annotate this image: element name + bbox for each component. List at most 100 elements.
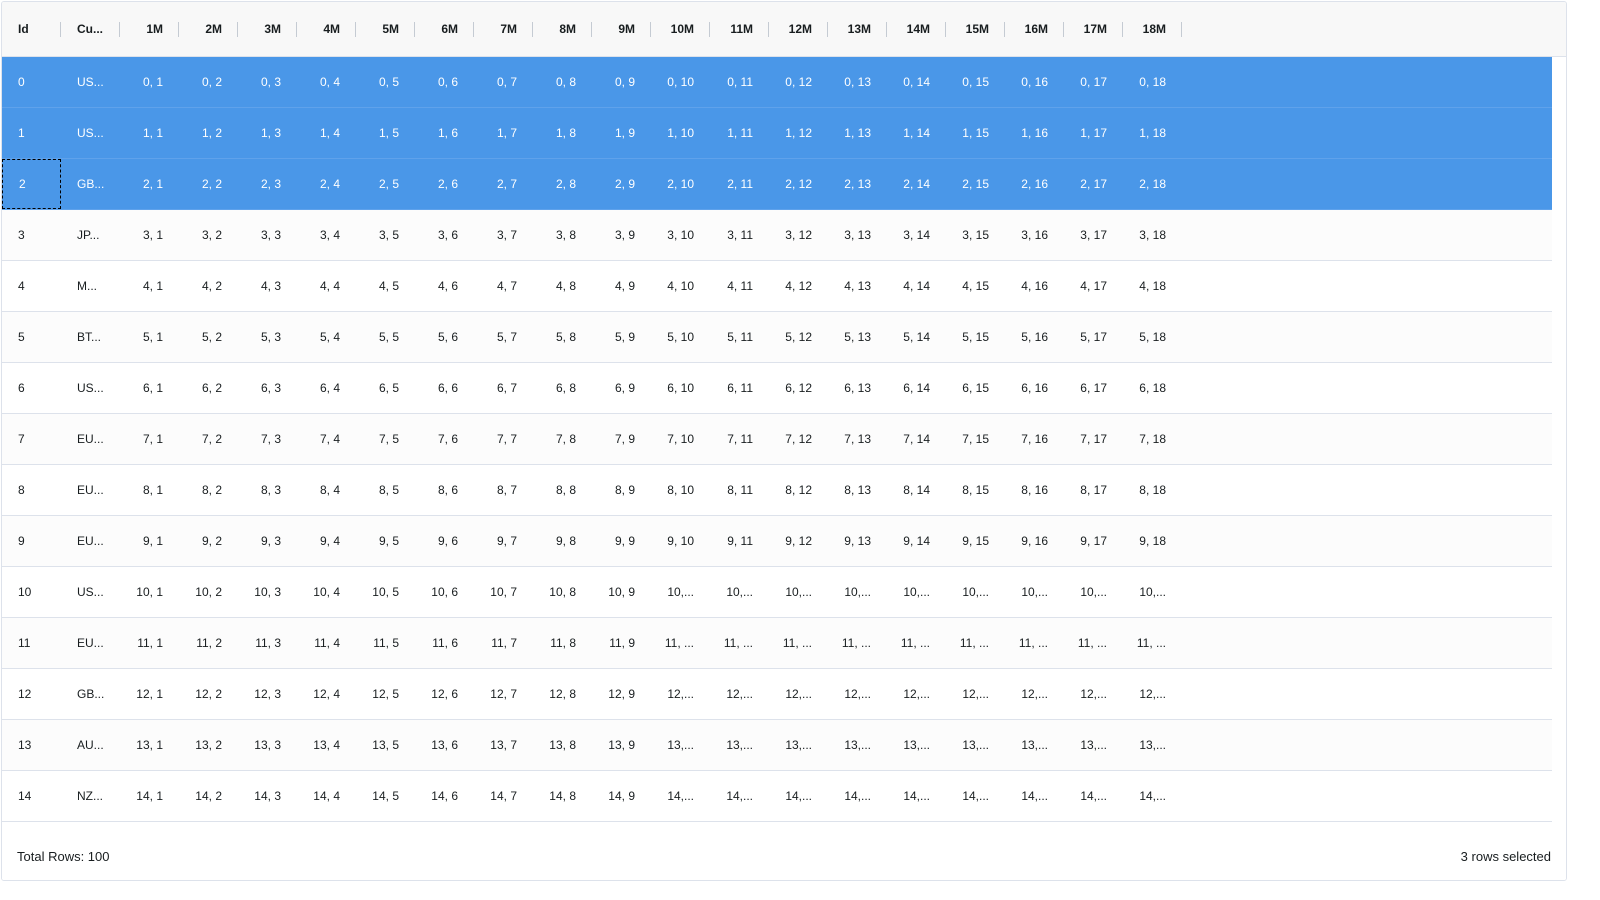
table-cell[interactable]: 10,... [1021,585,1048,599]
table-cell[interactable]: 9, 1 [142,534,163,548]
table-cell[interactable]: 8 [18,483,25,497]
table-cell[interactable]: 11 [18,636,31,650]
column-header-9m[interactable]: 9M [618,22,635,36]
table-cell[interactable]: 8, 1 [142,483,163,497]
table-cell[interactable]: 10, 6 [431,585,458,599]
table-cell[interactable]: 11, ... [841,636,871,650]
table-cell[interactable]: 2, 5 [378,177,399,191]
table-cell[interactable]: 4, 2 [201,279,222,293]
table-cell[interactable]: 7 [18,432,25,446]
table-cell[interactable]: 12, 6 [431,687,458,701]
table-cell[interactable]: 6, 15 [962,381,989,395]
table-cell[interactable]: 11, 6 [432,636,458,650]
table-cell[interactable]: 9, 18 [1139,534,1166,548]
table-cell[interactable]: 3, 4 [319,228,340,242]
table-cell[interactable]: 9, 3 [260,534,281,548]
table-cell[interactable]: 14,... [1139,789,1166,803]
column-header-12m[interactable]: 12M [788,22,812,36]
table-cell[interactable]: 7, 14 [903,432,930,446]
table-cell[interactable]: 12,... [667,687,694,701]
vertical-scrollbar[interactable] [1552,57,1566,837]
table-cell[interactable]: 4, 6 [437,279,458,293]
table-cell[interactable]: 4, 9 [614,279,635,293]
table-cell[interactable]: 12,... [903,687,930,701]
table-cell[interactable]: 12, 7 [490,687,517,701]
table-cell[interactable]: 10,... [962,585,989,599]
table-cell[interactable]: 1, 5 [378,126,399,140]
table-row[interactable]: 5 BT... 5, 1 5, 2 5, 3 5, 4 5, 5 5, 6 5, 7 5, 8 5,… [2,312,1554,363]
table-cell[interactable]: 8, 3 [260,483,281,497]
table-cell[interactable]: 12, 9 [608,687,635,701]
table-cell[interactable]: 0, 9 [614,75,635,89]
table-cell[interactable]: 8, 18 [1139,483,1166,497]
table-cell[interactable]: 1, 14 [903,126,930,140]
table-cell[interactable]: 3, 8 [555,228,576,242]
table-cell[interactable]: 2, 16 [1021,177,1048,191]
table-cell[interactable]: 10, 4 [313,585,340,599]
table-cell[interactable]: 9, 2 [201,534,222,548]
table-cell[interactable]: 5, 4 [319,330,340,344]
table-cell[interactable]: 5, 12 [785,330,812,344]
table-cell[interactable]: 8, 14 [903,483,930,497]
table-cell[interactable]: 12,... [844,687,871,701]
table-cell[interactable]: 10 [18,585,32,599]
table-cell[interactable]: 9, 13 [844,534,871,548]
table-cell[interactable]: 13, 1 [136,738,163,752]
column-header-11m[interactable]: 11M [730,22,753,36]
table-cell[interactable]: 4, 11 [727,279,753,293]
table-cell[interactable]: 14 [18,789,32,803]
table-cell[interactable]: 6, 17 [1080,381,1107,395]
table-cell[interactable]: 0, 6 [437,75,458,89]
table-cell[interactable]: 10,... [844,585,871,599]
table-cell[interactable]: 11, 2 [196,636,222,650]
table-cell[interactable]: BT... [77,330,102,344]
table-cell[interactable]: 13, 5 [372,738,399,752]
table-cell[interactable]: 10,... [785,585,812,599]
table-cell[interactable]: 12,... [785,687,812,701]
table-cell[interactable]: 12,... [1021,687,1048,701]
table-cell[interactable]: 13,... [962,738,989,752]
table-cell[interactable]: 2, 12 [785,177,812,191]
table-cell[interactable]: 1, 8 [555,126,576,140]
table-cell[interactable]: 11, ... [1018,636,1048,650]
table-cell[interactable]: US... [77,381,104,395]
table-cell[interactable]: 11, 4 [314,636,340,650]
table-cell[interactable]: 10,... [667,585,694,599]
table-cell[interactable]: 3, 3 [260,228,281,242]
table-cell[interactable]: 2, 9 [614,177,635,191]
table-cell[interactable]: 14,... [1080,789,1107,803]
table-cell[interactable]: 13,... [844,738,871,752]
column-resize-handle[interactable] [473,22,474,37]
table-cell[interactable]: 11, 5 [373,636,399,650]
table-cell[interactable]: 9, 9 [614,534,635,548]
table-cell[interactable]: 5, 14 [903,330,930,344]
table-row[interactable]: 1 US... 1, 1 1, 2 1, 3 1, 4 1, 5 1, 6 1, 7 1, 8 1,… [2,108,1554,159]
table-row[interactable]: 2 GB... 2, 1 2, 2 2, 3 2, 4 2, 5 2, 6 2, 7 2, 8 2,… [2,159,1554,210]
table-cell[interactable]: 12, 3 [254,687,281,701]
table-cell[interactable]: US... [77,585,104,599]
table-cell[interactable]: 14,... [962,789,989,803]
table-cell[interactable]: 7, 8 [555,432,576,446]
table-cell[interactable]: 10,... [1080,585,1107,599]
table-cell[interactable]: 5, 6 [437,330,458,344]
table-cell[interactable]: 10, 7 [490,585,517,599]
table-cell[interactable]: 0, 18 [1139,75,1166,89]
table-cell[interactable]: EU... [77,483,104,497]
table-cell[interactable]: 2, 17 [1080,177,1107,191]
table-cell[interactable]: 5 [18,330,25,344]
table-cell[interactable]: EU... [77,534,104,548]
column-resize-handle[interactable] [532,22,533,37]
table-cell[interactable]: 2, 13 [844,177,871,191]
table-row[interactable]: 6 US... 6, 1 6, 2 6, 3 6, 4 6, 5 6, 6 6, 7 6, 8 6,… [2,363,1554,414]
column-header-1m[interactable]: 1M [146,22,163,36]
table-cell[interactable]: 1, 13 [844,126,871,140]
table-cell[interactable]: 10, 3 [254,585,281,599]
table-cell[interactable]: 8, 16 [1021,483,1048,497]
table-row[interactable]: 12 GB... 12, 1 12, 2 12, 3 12, 4 12, 5 12, 6 12,… [2,669,1554,720]
table-cell[interactable]: 1, 17 [1080,126,1107,140]
table-cell[interactable]: 11, 9 [609,636,635,650]
column-resize-handle[interactable] [355,22,356,37]
column-resize-handle[interactable] [414,22,415,37]
table-cell[interactable]: 7, 1 [142,432,163,446]
table-row[interactable]: 14 NZ... 14, 1 14, 2 14, 3 14, 4 14, 5 14, 6 14,… [2,771,1554,822]
